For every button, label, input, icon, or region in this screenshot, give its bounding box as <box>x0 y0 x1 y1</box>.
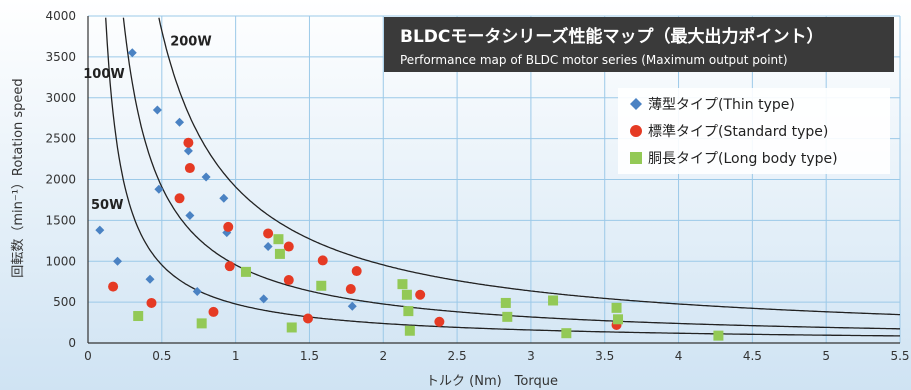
standard-type-point <box>351 266 362 277</box>
standard-type-point <box>263 228 274 239</box>
standard-type-point <box>183 137 194 148</box>
y-tick-label: 3000 <box>45 91 76 105</box>
standard-type-point <box>146 297 157 308</box>
legend-label-long: 胴長タイプ(Long body type) <box>648 151 838 167</box>
legend-item-long: 胴長タイプ(Long body type) <box>630 151 838 167</box>
y-tick-label: 2000 <box>45 173 76 187</box>
long-body-type-point <box>613 314 624 325</box>
x-tick-label: 1.5 <box>300 349 319 363</box>
long-body-type-point <box>548 295 559 306</box>
standard-type-point <box>184 163 195 174</box>
long-body-type-point <box>274 248 285 259</box>
curve-label-100w: 100W <box>83 67 124 82</box>
x-tick-label: 1 <box>232 349 240 363</box>
banner-subtitle: Performance map of BLDC motor series (Ma… <box>400 53 788 67</box>
thin-type-point <box>127 48 137 58</box>
long-body-type-point <box>286 322 297 333</box>
standard-type-point <box>223 221 234 232</box>
legend-item-thin: 薄型タイプ(Thin type) <box>630 97 795 113</box>
long-body-type-point <box>404 325 415 336</box>
legend-diamond-icon <box>630 98 642 110</box>
thin-type-point <box>259 294 269 304</box>
long-body-type-point <box>561 328 572 339</box>
thin-type-point <box>192 286 202 296</box>
long-body-type-point <box>403 306 414 317</box>
long-body-type-point <box>611 302 622 313</box>
data-points <box>95 48 724 341</box>
power-curve-200w <box>158 17 900 316</box>
standard-type-point <box>434 316 445 327</box>
y-tick-label: 1000 <box>45 254 76 268</box>
long-body-type-point <box>240 266 251 277</box>
curve-label-50w: 50W <box>91 198 123 213</box>
legend-square-icon <box>630 152 642 164</box>
thin-type-point <box>113 256 123 266</box>
x-tick-label: 0.5 <box>152 349 171 363</box>
y-tick-label: 3500 <box>45 50 76 64</box>
thin-type-point <box>183 146 193 156</box>
standard-type-point <box>283 241 294 252</box>
thin-type-point <box>219 193 229 203</box>
long-body-type-point <box>500 297 511 308</box>
thin-type-point <box>175 117 185 127</box>
title-banner: BLDCモータシリーズ性能マップ（最大出力ポイント） Performance m… <box>384 17 894 72</box>
standard-type-point <box>415 289 426 300</box>
legend: 薄型タイプ(Thin type) 標準タイプ(Standard type) 胴長… <box>618 88 890 174</box>
legend-label-thin: 薄型タイプ(Thin type) <box>648 97 795 113</box>
legend-background <box>618 88 890 174</box>
thin-type-point <box>201 172 211 182</box>
x-tick-label: 5.5 <box>890 349 909 363</box>
y-tick-label: 4000 <box>45 9 76 23</box>
y-tick-label: 2500 <box>45 132 76 146</box>
curve-label-200w: 200W <box>170 35 211 50</box>
long-body-type-point <box>397 279 408 290</box>
legend-item-standard: 標準タイプ(Standard type) <box>630 124 828 140</box>
standard-type-point <box>208 306 219 317</box>
x-tick-label: 3 <box>527 349 535 363</box>
x-tick-label: 2.5 <box>448 349 467 363</box>
standard-type-point <box>108 281 119 292</box>
long-body-type-point <box>713 330 724 341</box>
thin-type-point <box>152 105 162 115</box>
x-tick-label: 2 <box>379 349 387 363</box>
y-tick-label: 0 <box>68 336 76 350</box>
standard-type-point <box>345 284 356 295</box>
long-body-type-point <box>316 280 327 291</box>
standard-type-point <box>174 193 185 204</box>
banner-title: BLDCモータシリーズ性能マップ（最大出力ポイント） <box>400 26 824 47</box>
long-body-type-point <box>401 289 412 300</box>
thin-type-point <box>154 184 164 194</box>
standard-type-point <box>302 313 313 324</box>
thin-type-point <box>185 210 195 220</box>
x-axis-title: トルク (Nm) Torque <box>426 374 558 389</box>
legend-circle-icon <box>630 125 642 137</box>
long-body-type-point <box>196 318 207 329</box>
thin-type-point <box>95 225 105 235</box>
x-tick-label: 5 <box>822 349 830 363</box>
legend-label-standard: 標準タイプ(Standard type) <box>648 124 828 140</box>
title-banner-background <box>384 17 894 72</box>
y-axis-title: 回転数（min⁻¹）Rotation speed <box>11 78 26 277</box>
x-tick-label: 4.5 <box>743 349 762 363</box>
x-tick-label: 4 <box>675 349 683 363</box>
thin-type-point <box>145 274 155 284</box>
power-curve-50w <box>105 17 900 337</box>
axis-tick-labels: 0 0.5 1 1.5 2 2.5 3 3.5 4 4.5 5 5.5 0 500 1000 1500 2000… <box>45 9 909 363</box>
y-tick-label: 500 <box>53 295 76 309</box>
long-body-type-point <box>133 311 144 322</box>
x-tick-label: 3.5 <box>595 349 614 363</box>
thin-type-point <box>347 301 357 311</box>
long-body-type-point <box>502 311 513 322</box>
standard-type-point <box>224 261 235 272</box>
standard-type-point <box>317 255 328 266</box>
x-tick-label: 0 <box>84 349 92 363</box>
y-tick-label: 1500 <box>45 213 76 227</box>
long-body-type-point <box>273 234 284 245</box>
thin-type-point <box>263 242 273 252</box>
standard-type-point <box>283 275 294 286</box>
